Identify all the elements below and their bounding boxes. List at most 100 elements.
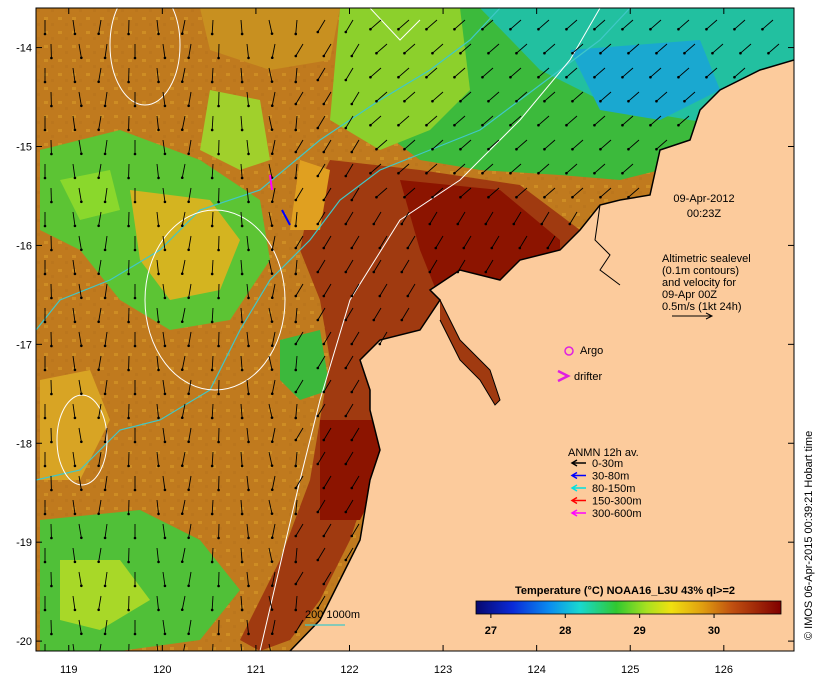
velocity-arrowhead [294, 560, 298, 564]
x-tick-label: 122 [340, 664, 358, 676]
velocity-arrowhead [157, 224, 160, 228]
velocity-arrowhead [127, 416, 130, 420]
velocity-arrowhead [270, 632, 274, 636]
velocity-arrow [268, 211, 273, 226]
velocity-arrow [72, 211, 76, 226]
velocity-arrow [181, 403, 186, 418]
velocity-arrow [628, 91, 640, 102]
velocity-arrow [295, 115, 298, 130]
velocity-arrowhead [344, 510, 348, 514]
velocity-arrowhead [294, 486, 298, 490]
velocity-arrow [162, 523, 166, 538]
velocity-arrowhead [543, 195, 546, 199]
velocity-arrowhead [344, 30, 348, 34]
velocity-arrow [156, 211, 159, 226]
velocity-arrowhead [316, 606, 320, 610]
velocity-arrowhead [240, 608, 244, 612]
velocity-arrowhead [97, 416, 100, 420]
velocity-arrow [181, 115, 186, 130]
velocity-arrowhead [180, 80, 184, 84]
velocity-arrowhead [127, 608, 130, 612]
velocity-arrow [295, 499, 298, 514]
velocity-arrowhead [240, 320, 244, 324]
velocity-arrow [240, 19, 243, 34]
velocity-arrow [547, 235, 556, 249]
velocity-arrow [656, 139, 668, 150]
velocity-arrow [162, 283, 166, 298]
velocity-arrow [98, 259, 102, 274]
velocity-arrowhead [133, 488, 137, 492]
velocity-arrowhead [627, 51, 630, 55]
map-frame [35, 7, 795, 652]
velocity-arrow [271, 283, 276, 298]
velocity-arrowhead [217, 392, 220, 396]
velocity-arrow [98, 355, 102, 370]
velocity-arrow [351, 523, 360, 537]
velocity-arrow [650, 19, 662, 30]
velocity-arrowhead [73, 128, 77, 132]
velocity-arrow [594, 67, 606, 78]
velocity-arrowhead [247, 440, 250, 444]
argo-label: Argo [580, 345, 603, 357]
velocity-arrow [156, 259, 159, 274]
velocity-arrowhead [103, 56, 107, 60]
velocity-arrowhead [180, 128, 184, 132]
velocity-arrowhead [73, 80, 77, 84]
velocity-arrow [628, 139, 640, 150]
velocity-arrowhead [428, 222, 432, 226]
velocity-arrowhead [127, 80, 130, 84]
velocity-arrowhead [180, 416, 184, 420]
velocity-arrow [268, 499, 273, 514]
velocity-arrow [188, 475, 192, 490]
velocity-arrowhead [316, 78, 320, 82]
velocity-arrowhead [210, 176, 214, 180]
velocity-arrowhead [80, 488, 83, 492]
velocity-arrowhead [593, 75, 596, 79]
velocity-arrowhead [397, 171, 400, 175]
velocity-arrowhead [294, 150, 298, 154]
velocity-arrowhead [187, 296, 190, 300]
velocity-arrowhead [294, 176, 298, 180]
velocity-arrow [510, 67, 522, 78]
velocity-arrowhead [294, 294, 298, 298]
velocity-arrowhead [97, 32, 100, 36]
velocity-arrow [211, 307, 214, 323]
velocity-arrow [460, 139, 472, 150]
velocity-arrow [240, 67, 243, 82]
velocity-arrowhead [247, 56, 250, 60]
velocity-arrowhead [518, 246, 522, 250]
velocity-arrowhead [73, 224, 77, 228]
velocity-arrowhead [509, 27, 512, 31]
velocity-arrowhead [187, 536, 190, 540]
velocity-arrow [188, 427, 192, 442]
velocity-arrowhead [240, 272, 244, 276]
velocity-arrowhead [322, 198, 326, 202]
velocity-arrow [510, 163, 522, 174]
anmn-legend: ANMN 12h av. 0-30m30-80m80-150m150-300m3… [568, 447, 642, 520]
velocity-arrow [211, 499, 214, 515]
velocity-arrowhead [157, 80, 160, 84]
velocity-arrow [538, 163, 550, 174]
velocity-arrow [181, 451, 186, 466]
velocity-arrowhead [43, 512, 47, 516]
velocity-arrowhead [316, 462, 320, 466]
velocity-arrow [156, 403, 159, 418]
velocity-arrowhead [80, 392, 83, 396]
velocity-arrowhead [322, 486, 326, 490]
velocity-arrowhead [127, 368, 130, 372]
velocity-arrow [162, 475, 166, 490]
velocity-arrow [407, 283, 416, 297]
velocity-arrowhead [683, 51, 686, 55]
velocity-arrowhead [515, 51, 518, 55]
velocity-arrowhead [565, 75, 568, 79]
velocity-arrow [491, 235, 500, 249]
velocity-arrow [485, 259, 494, 273]
velocity-arrow [104, 619, 108, 634]
velocity-arrowhead [571, 99, 574, 103]
velocity-arrow [98, 307, 102, 322]
velocity-arrow [370, 19, 382, 30]
velocity-arrow [295, 571, 304, 585]
velocity-arrow [268, 307, 273, 322]
velocity-arrow [246, 619, 249, 634]
velocity-arrow [72, 115, 76, 130]
